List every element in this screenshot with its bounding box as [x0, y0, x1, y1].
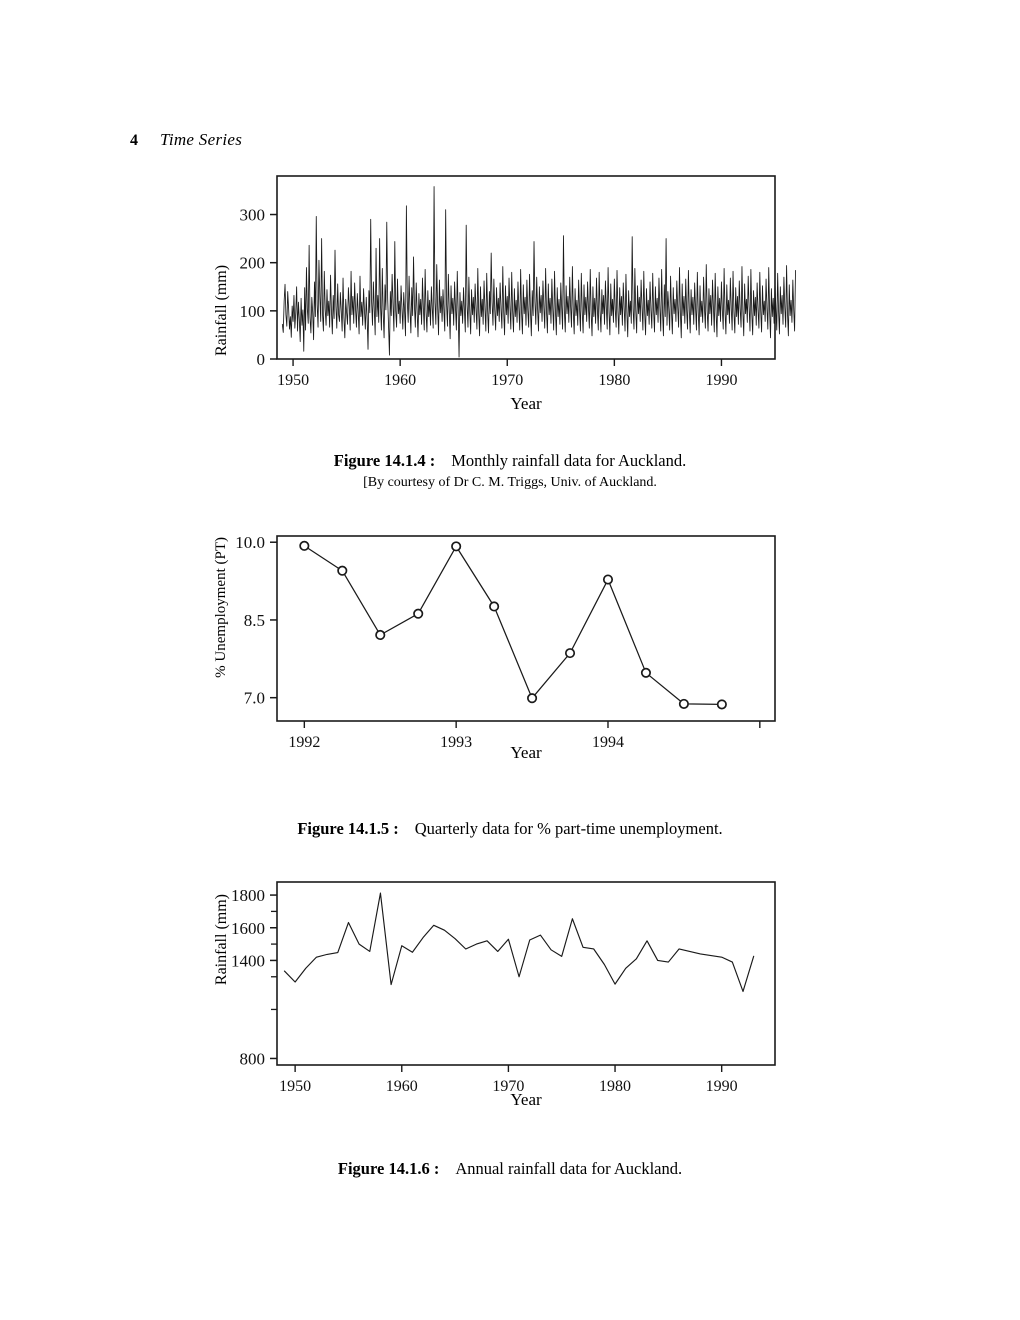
caption-label: Figure 14.1.6 :: [337, 1159, 440, 1178]
svg-text:1950: 1950: [279, 1078, 311, 1095]
caption-label: Figure 14.1.4 :: [333, 451, 436, 470]
running-head: 4 Time Series: [130, 130, 242, 150]
caption-figure-14-1-4: Figure 14.1.4 : Monthly rainfall data for…: [0, 450, 1020, 493]
caption-text: Quarterly data for % part-time unemploym…: [414, 819, 723, 838]
svg-text:1970: 1970: [491, 372, 523, 389]
page-number: 4: [130, 132, 138, 149]
figure-14-1-4: Rainfall (mm) 1950 1960 1970 1980 1990 0 100 20…: [0, 166, 1020, 426]
svg-text:1800: 1800: [231, 886, 265, 905]
svg-text:7.0: 7.0: [244, 689, 265, 708]
svg-text:1400: 1400: [231, 951, 265, 970]
plot-annual-rainfall: Rainfall (mm) 1950 1960 1970 1980 1990 800 140…: [0, 872, 1020, 1117]
svg-text:1994: 1994: [592, 734, 624, 751]
svg-text:1960: 1960: [386, 1078, 418, 1095]
svg-text:1980: 1980: [598, 372, 630, 389]
svg-text:1960: 1960: [384, 372, 416, 389]
svg-text:10.0: 10.0: [235, 533, 265, 552]
chart2-y-axis-label: % Unemployment (PT): [213, 537, 229, 678]
svg-text:1992: 1992: [288, 734, 320, 751]
svg-text:200: 200: [240, 254, 266, 273]
plot-quarterly-unemployment: % Unemployment (PT) 1992 1993 1994 7.0 8.5 10…: [0, 528, 1020, 773]
caption-credit: [By courtesy of Dr C. M. Triggs, Univ. o…: [363, 475, 657, 491]
svg-text:1993: 1993: [440, 734, 472, 751]
svg-text:800: 800: [240, 1049, 266, 1068]
caption-label: Figure 14.1.5 :: [297, 819, 399, 838]
chart1-x-axis-label: Year: [510, 394, 542, 413]
caption-text: Monthly rainfall data for Auckland.: [451, 451, 687, 470]
svg-text:8.5: 8.5: [244, 611, 265, 630]
svg-text:1600: 1600: [231, 919, 265, 938]
svg-text:100: 100: [240, 302, 266, 321]
chart3-plot-area: 1950 1960 1970 1980 1990 800 1400 1600 1800: [231, 881, 776, 1095]
plot-monthly-rainfall: Rainfall (mm) 1950 1960 1970 1980 1990 0 100 20…: [0, 166, 1020, 426]
chart3-x-axis-label: Year: [510, 1090, 542, 1109]
svg-text:1980: 1980: [599, 1078, 631, 1095]
svg-text:1950: 1950: [277, 372, 309, 389]
chart1-plot-area: 1950 1960 1970 1980 1990 0 100 200 300: [240, 175, 796, 389]
chart3-y-axis-label: Rainfall (mm): [213, 894, 230, 986]
svg-text:1970: 1970: [492, 1078, 524, 1095]
caption-figure-14-1-6: Figure 14.1.6 : Annual rainfall data for …: [0, 1158, 1020, 1180]
chart2-plot-area: 1992 1993 1994 7.0 8.5 10.0: [235, 533, 776, 751]
svg-text:1990: 1990: [706, 1078, 738, 1095]
chart2-x-axis-label: Year: [510, 743, 542, 762]
svg-text:300: 300: [240, 206, 266, 225]
caption-text: Annual rainfall data for Auckland.: [455, 1159, 683, 1178]
svg-text:1990: 1990: [705, 372, 737, 389]
caption-figure-14-1-5: Figure 14.1.5 : Quarterly data for % part…: [0, 818, 1020, 840]
svg-text:0: 0: [257, 350, 266, 369]
figure-14-1-5: % Unemployment (PT) 1992 1993 1994 7.0 8.5 10…: [0, 528, 1020, 773]
figure-14-1-6: Rainfall (mm) 1950 1960 1970 1980 1990 800 140…: [0, 872, 1020, 1117]
chapter-title: Time Series: [160, 130, 243, 149]
